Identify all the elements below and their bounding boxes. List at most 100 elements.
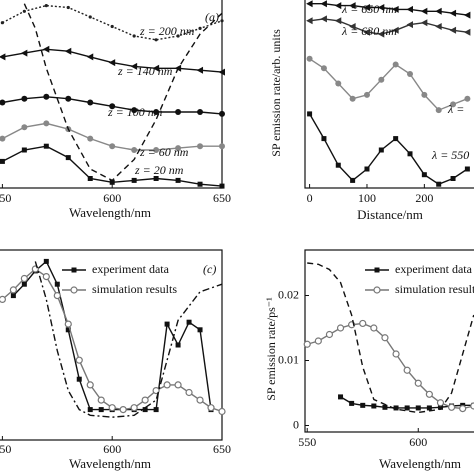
marker	[321, 136, 327, 142]
x-axis-label: Wavelength/nm	[69, 456, 151, 471]
marker	[406, 21, 414, 29]
marker	[407, 71, 414, 77]
marker	[435, 23, 442, 30]
marker	[66, 5, 70, 10]
marker	[153, 109, 160, 115]
marker	[44, 4, 48, 8]
marker	[71, 267, 77, 273]
marker	[65, 327, 71, 333]
marker	[436, 181, 442, 187]
marker	[185, 388, 193, 397]
marker	[320, 15, 327, 23]
marker	[374, 267, 380, 273]
marker	[464, 166, 470, 172]
marker	[220, 19, 224, 23]
marker	[334, 17, 342, 25]
marker	[306, 17, 313, 25]
marker	[87, 407, 93, 413]
marker	[415, 405, 421, 411]
marker	[335, 162, 341, 168]
marker	[219, 110, 225, 117]
marker	[43, 120, 50, 127]
marker	[86, 381, 94, 389]
marker	[377, 30, 385, 38]
marker	[406, 5, 414, 13]
marker	[392, 5, 399, 13]
annotation: z = 20 nm	[134, 163, 184, 177]
marker	[108, 404, 116, 412]
marker	[449, 9, 457, 17]
marker	[349, 23, 356, 30]
marker	[21, 281, 27, 287]
marker	[141, 396, 149, 404]
marker	[404, 405, 410, 411]
x-axis-label: Distance/nm	[357, 207, 423, 222]
marker	[196, 396, 204, 404]
x-tick-label: 600	[103, 442, 121, 456]
marker	[425, 390, 433, 398]
panel: 550 600 650 Wavelength/nm (a) z = 200 nm z = 1…	[0, 0, 231, 220]
marker	[349, 400, 355, 406]
marker	[363, 28, 370, 36]
marker	[20, 274, 28, 283]
marker	[86, 53, 94, 61]
x-tick-label: 0	[307, 191, 313, 205]
marker	[88, 15, 92, 19]
marker	[0, 99, 6, 106]
y-tick-label: 0	[293, 417, 299, 431]
marker	[75, 356, 83, 364]
marker	[393, 136, 399, 142]
marker	[76, 376, 82, 382]
marker	[108, 59, 116, 67]
marker	[360, 402, 366, 408]
annotation: (c)	[203, 262, 216, 276]
marker	[64, 320, 72, 328]
marker	[219, 183, 225, 189]
marker	[392, 26, 399, 34]
marker	[54, 281, 60, 287]
marker	[435, 107, 442, 114]
marker	[153, 147, 160, 153]
marker	[449, 26, 457, 34]
annotation: z = 200 nm	[139, 24, 195, 38]
marker	[371, 403, 377, 409]
marker	[64, 47, 72, 55]
marker	[175, 342, 181, 348]
y-axis-label: SP emission rate/arb. units	[269, 29, 283, 157]
marker	[197, 181, 203, 187]
marker	[175, 109, 182, 115]
marker	[325, 330, 334, 339]
marker	[450, 176, 456, 181]
marker	[132, 34, 136, 38]
marker	[20, 49, 28, 57]
marker	[87, 99, 94, 106]
marker	[363, 91, 370, 98]
x-tick-label: 200	[415, 191, 433, 205]
marker	[42, 45, 50, 53]
plot-frame	[0, 249, 223, 441]
marker	[364, 166, 370, 172]
marker	[197, 327, 203, 333]
marker	[363, 4, 370, 11]
marker	[197, 143, 204, 150]
marker	[359, 319, 367, 328]
x-tick-label: 100	[358, 191, 376, 205]
marker	[198, 26, 202, 30]
marker	[378, 147, 384, 153]
x-tick-label: 550	[0, 442, 11, 456]
marker	[65, 155, 71, 161]
legend-label: experiment data	[92, 262, 170, 276]
marker	[98, 407, 104, 413]
marker	[218, 68, 225, 76]
marker	[152, 64, 160, 72]
marker	[447, 403, 456, 411]
marker	[320, 65, 327, 72]
series-line	[2, 48, 223, 73]
marker	[370, 324, 378, 332]
plot-frame	[304, 249, 474, 433]
marker	[303, 340, 311, 348]
y-tick-label: 0.02	[278, 287, 299, 301]
marker	[109, 103, 116, 110]
marker	[436, 399, 445, 407]
